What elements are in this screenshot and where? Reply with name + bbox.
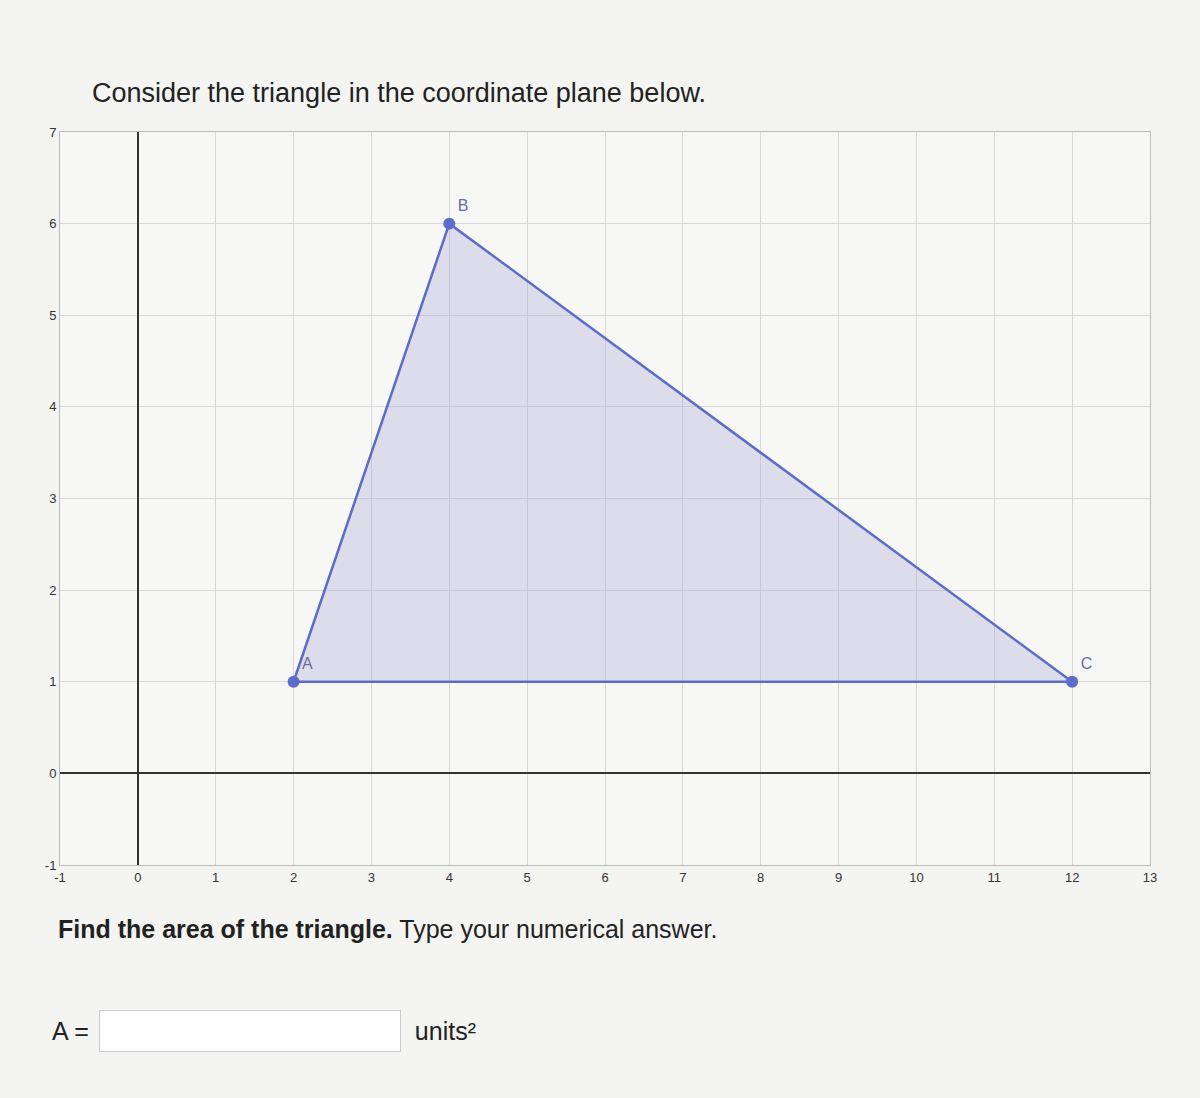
svg-text:4: 4: [49, 399, 56, 414]
svg-text:0: 0: [49, 766, 56, 781]
svg-text:2: 2: [49, 583, 56, 598]
html-text:A =: A =: [52, 1016, 89, 1045]
svg-text:3: 3: [49, 491, 56, 506]
svg-text:11: 11: [988, 870, 1002, 885]
svg-text:7: 7: [679, 870, 686, 885]
svg-text:6: 6: [49, 216, 56, 231]
svg-text:2: 2: [290, 870, 297, 885]
svg-text:-1: -1: [54, 870, 66, 885]
html-text:Consider the triangle in the c: Consider the triangle in the coordinate …: [92, 78, 706, 108]
svg-text:12: 12: [1065, 870, 1079, 885]
svg-text:1: 1: [49, 674, 56, 689]
svg-text:4: 4: [446, 870, 453, 885]
svg-text:13: 13: [1143, 870, 1157, 885]
svg-text:8: 8: [757, 870, 764, 885]
svg-text:A: A: [302, 655, 313, 672]
html-text:Find the area of the triangle.: Find the area of the triangle. Type your…: [58, 915, 718, 943]
svg-text:C: C: [1081, 655, 1093, 672]
svg-text:-1: -1: [45, 858, 57, 873]
html-text:units²: units²: [414, 1016, 476, 1045]
svg-text:0: 0: [134, 870, 141, 885]
svg-text:3: 3: [368, 870, 375, 885]
svg-text:7: 7: [49, 125, 56, 140]
svg-text:9: 9: [835, 870, 842, 885]
svg-text:6: 6: [601, 870, 608, 885]
svg-text:10: 10: [909, 870, 923, 885]
svg-text:B: B: [458, 197, 469, 214]
svg-text:5: 5: [524, 870, 531, 885]
svg-text:1: 1: [212, 870, 219, 885]
svg-text:5: 5: [49, 308, 56, 323]
